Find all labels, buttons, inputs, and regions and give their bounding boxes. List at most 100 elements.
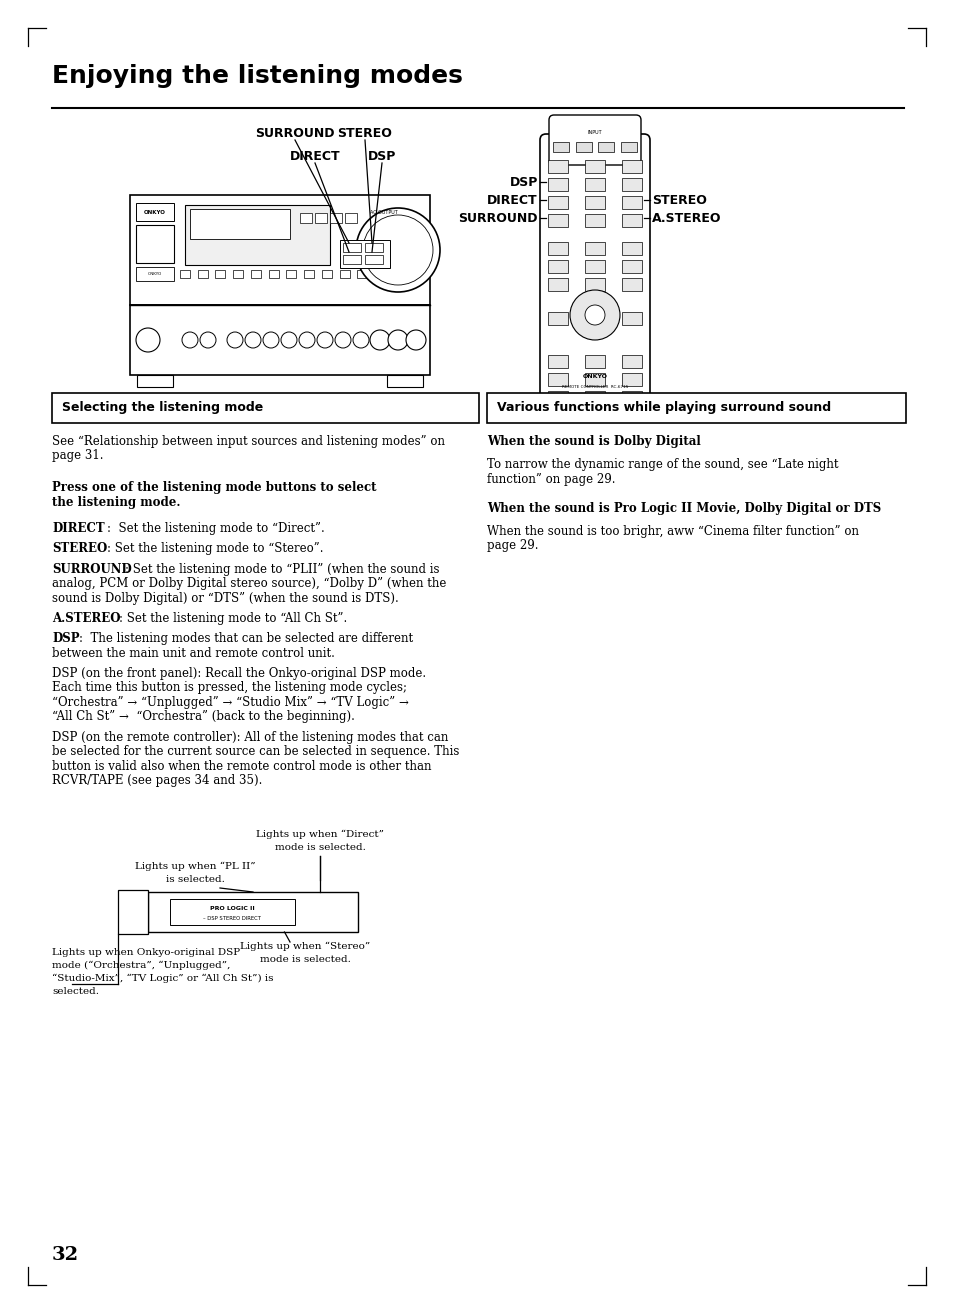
Bar: [345, 213, 356, 223]
Text: DSP (on the front panel): Recall the Onkyo-original DSP mode.: DSP (on the front panel): Recall the Onk…: [52, 667, 426, 680]
Text: To narrow the dynamic range of the sound, see “Late night: To narrow the dynamic range of the sound…: [486, 458, 838, 471]
Bar: [621, 391, 641, 404]
Bar: [584, 391, 604, 404]
Bar: [584, 312, 604, 326]
Bar: [584, 214, 604, 227]
Text: SURROUND: SURROUND: [458, 211, 537, 225]
Bar: [233, 270, 243, 278]
Bar: [584, 179, 604, 190]
Bar: [584, 260, 604, 273]
Text: SURROUND: SURROUND: [52, 562, 132, 575]
Text: Lights up when “Stereo”: Lights up when “Stereo”: [239, 941, 370, 952]
Text: Selecting the listening mode: Selecting the listening mode: [62, 402, 263, 415]
Circle shape: [584, 305, 604, 326]
Circle shape: [363, 215, 433, 285]
Circle shape: [370, 330, 390, 351]
Bar: [130, 305, 430, 376]
Text: page 31.: page 31.: [52, 449, 103, 462]
Text: between the main unit and remote control unit.: between the main unit and remote control…: [52, 647, 335, 659]
Bar: [343, 243, 360, 252]
Bar: [190, 209, 290, 239]
Bar: [365, 243, 382, 252]
Bar: [251, 270, 260, 278]
Text: When the sound is too brighr, aww “Cinema filter function” on: When the sound is too brighr, aww “Cinem…: [486, 525, 858, 538]
Bar: [130, 196, 430, 305]
Bar: [620, 142, 637, 152]
Bar: [339, 240, 390, 268]
Text: INPUT: INPUT: [587, 130, 601, 134]
Text: A.STEREO: A.STEREO: [651, 211, 720, 225]
Text: A.STEREO: A.STEREO: [52, 612, 120, 625]
Bar: [598, 142, 614, 152]
Text: “Studio-Mix”, “TV Logic” or “All Ch St”) is: “Studio-Mix”, “TV Logic” or “All Ch St”)…: [52, 974, 274, 983]
Bar: [215, 270, 225, 278]
Bar: [314, 213, 327, 223]
Bar: [356, 270, 367, 278]
Bar: [575, 142, 591, 152]
Bar: [621, 196, 641, 209]
Bar: [118, 890, 148, 934]
Bar: [621, 179, 641, 190]
Text: DSP: DSP: [509, 176, 537, 189]
Text: STEREO: STEREO: [337, 127, 392, 140]
Text: When the sound is Pro Logic II Movie, Dolby Digital or DTS: When the sound is Pro Logic II Movie, Do…: [486, 502, 881, 515]
Bar: [584, 410, 604, 421]
Bar: [299, 213, 312, 223]
Text: – DSP STEREO DIRECT: – DSP STEREO DIRECT: [203, 915, 261, 920]
Text: selected.: selected.: [52, 987, 99, 997]
Bar: [330, 213, 341, 223]
Bar: [321, 270, 332, 278]
Bar: [584, 242, 604, 255]
Circle shape: [263, 332, 278, 348]
Bar: [547, 196, 567, 209]
Text: is selected.: is selected.: [166, 874, 224, 884]
Bar: [621, 160, 641, 173]
Text: ONKYO: ONKYO: [582, 374, 607, 379]
Bar: [621, 214, 641, 227]
Text: DIRECT: DIRECT: [52, 523, 105, 534]
Text: “All Ch St” →  “Orchestra” (back to the beginning).: “All Ch St” → “Orchestra” (back to the b…: [52, 710, 355, 723]
Text: function” on page 29.: function” on page 29.: [486, 473, 615, 486]
Bar: [180, 270, 190, 278]
Bar: [584, 160, 604, 173]
Bar: [547, 278, 567, 291]
Circle shape: [182, 332, 198, 348]
Bar: [547, 160, 567, 173]
Text: the listening mode.: the listening mode.: [52, 496, 180, 509]
Bar: [547, 312, 567, 326]
Text: When the sound is Dolby Digital: When the sound is Dolby Digital: [486, 435, 700, 448]
Text: See “Relationship between input sources and listening modes” on: See “Relationship between input sources …: [52, 435, 444, 448]
Bar: [375, 270, 385, 278]
Circle shape: [200, 332, 215, 348]
Text: button is valid also when the remote control mode is other than: button is valid also when the remote con…: [52, 760, 431, 773]
Bar: [269, 270, 278, 278]
Text: RCVR/TAPE (see pages 34 and 35).: RCVR/TAPE (see pages 34 and 35).: [52, 775, 262, 788]
Bar: [136, 267, 173, 281]
Bar: [148, 892, 357, 932]
Circle shape: [355, 207, 439, 291]
Text: Enjoying the listening modes: Enjoying the listening modes: [52, 64, 462, 88]
Bar: [387, 376, 422, 387]
Bar: [170, 899, 294, 924]
Bar: [547, 179, 567, 190]
Text: analog, PCM or Dolby Digital stereo source), “Dolby D” (when the: analog, PCM or Dolby Digital stereo sour…: [52, 578, 446, 590]
Circle shape: [335, 332, 351, 348]
Text: REMOTE CONTROLLER  RC-671S: REMOTE CONTROLLER RC-671S: [561, 385, 627, 389]
Bar: [584, 196, 604, 209]
Bar: [547, 373, 567, 386]
Circle shape: [227, 332, 243, 348]
Text: DSP: DSP: [52, 632, 79, 645]
Bar: [547, 214, 567, 227]
Text: Lights up when “PL II”: Lights up when “PL II”: [134, 863, 255, 872]
Bar: [547, 355, 567, 368]
Bar: [547, 242, 567, 255]
Bar: [136, 204, 173, 221]
FancyBboxPatch shape: [548, 116, 640, 165]
Text: :  Set the listening mode to “Direct”.: : Set the listening mode to “Direct”.: [107, 523, 324, 534]
Text: :  The listening modes that can be selected are different: : The listening modes that can be select…: [79, 632, 413, 645]
Bar: [621, 410, 641, 421]
Bar: [52, 393, 478, 423]
Bar: [621, 242, 641, 255]
Text: page 29.: page 29.: [486, 540, 537, 553]
Bar: [185, 205, 330, 265]
